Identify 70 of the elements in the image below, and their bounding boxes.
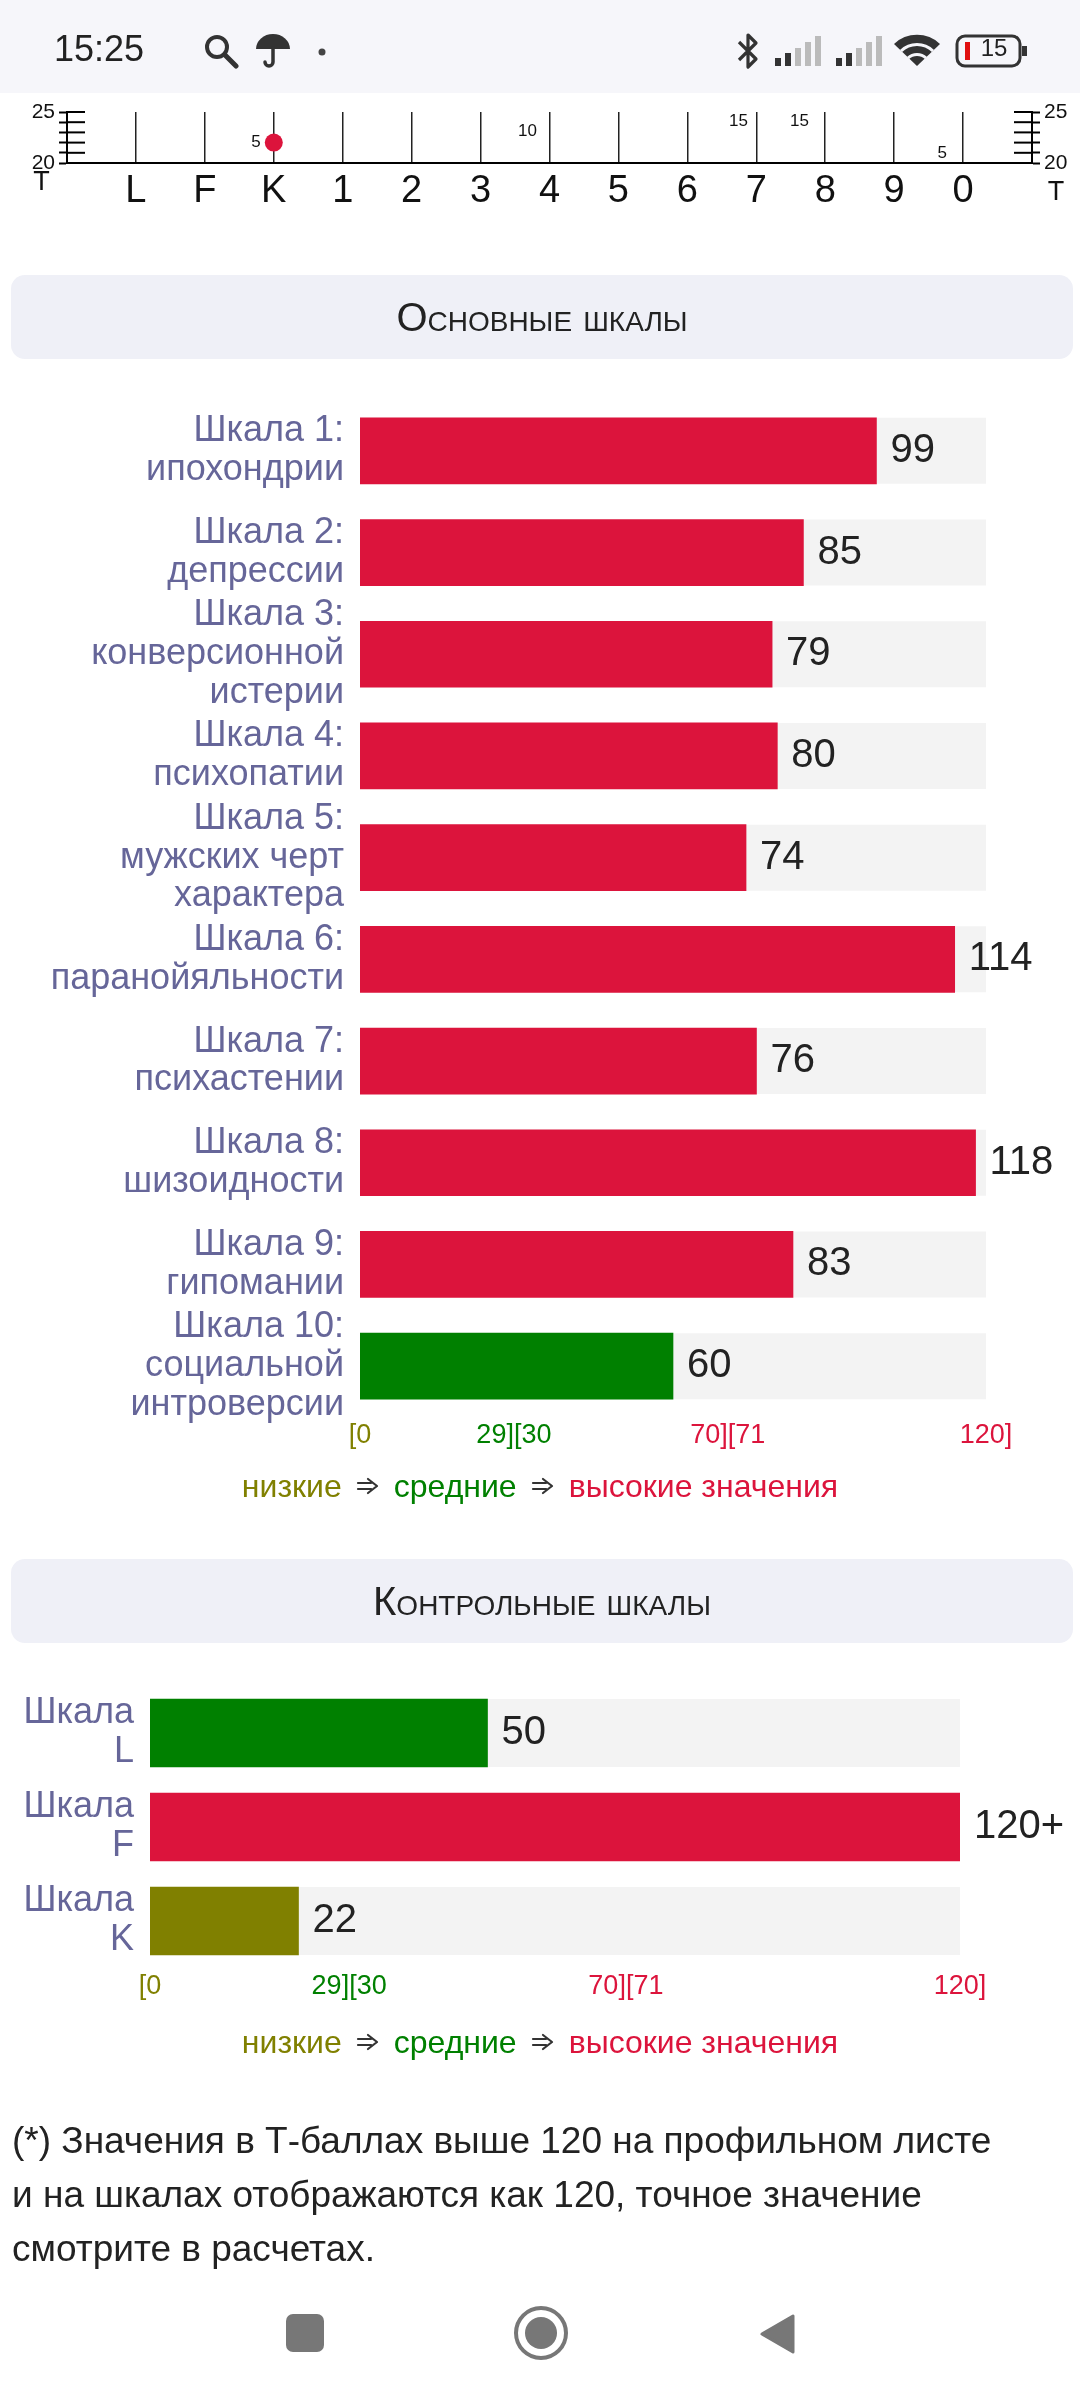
x-tick-label: 7 [745, 168, 767, 211]
y-tick-label: Шкала F [23, 1784, 135, 1865]
text: 15 [979, 34, 1009, 63]
x-tick-label: 120] [959, 1418, 1013, 1449]
data-label: 60 [687, 1341, 732, 1386]
data-label: 114 [968, 934, 1033, 979]
x-tick-label: 120] [933, 1969, 987, 2000]
data-label: 50 [501, 1708, 546, 1753]
y-tick-label: Шкала 4: психопатии [153, 713, 344, 794]
data-label: 99 [890, 425, 935, 470]
data-label: 83 [806, 1239, 852, 1284]
x-tick-label: K [261, 168, 287, 211]
x-tick-label: 70][71 [588, 1969, 664, 2000]
y-tick-label: 25 [31, 98, 55, 122]
x-tick-label: 0 [952, 168, 974, 211]
y-tick-label: Шкала 9: гипомании [166, 1221, 344, 1302]
data-label: 76 [770, 1036, 815, 1081]
x-tick-label: 2 [401, 168, 423, 211]
annotation: 5 [251, 132, 261, 152]
data-label: 118 [989, 1137, 1054, 1182]
x-tick-label: 1 [332, 168, 354, 211]
x-tick-label: 29][30 [476, 1418, 552, 1449]
x-tick-label: 70][71 [690, 1418, 766, 1449]
y-tick-label: Шкала 6: паранойяльности [50, 916, 344, 997]
data-label: 85 [817, 527, 862, 572]
y-tick-label: Шкала 2: депрессии [167, 510, 344, 590]
legend-label: низкие [241, 1467, 342, 1505]
data-label: 120+ [974, 1802, 1065, 1847]
y2-tick-label: 20 [1044, 149, 1068, 173]
y2-axis-title: T [1047, 176, 1065, 207]
x-tick-label: [0 [348, 1418, 372, 1449]
x-tick-label: 5 [607, 168, 629, 211]
x-tick-label: 4 [538, 168, 561, 211]
annotation: 15 [790, 110, 809, 130]
y-tick-label: Шкала 8: шизоидности [123, 1120, 344, 1201]
text: высокие значения [568, 2023, 839, 2061]
x-tick-label: 29][30 [311, 1969, 387, 2000]
bar [360, 1129, 976, 1197]
y-tick-label: Шкала L [23, 1690, 135, 1771]
text: низкие [241, 2023, 342, 2061]
chart-title: Основные шкалы [396, 294, 688, 340]
y-tick-label: Шкала 5: мужских черт характера [120, 795, 345, 915]
x-tick-label: F [193, 168, 217, 211]
chart-title: Контрольные шкалы [373, 1578, 711, 1624]
y-tick-label: Шкала 7: психастении [134, 1018, 344, 1099]
text: средние [393, 1467, 517, 1505]
y2-tick-label: 25 [1044, 98, 1068, 122]
x-tick-label: L [125, 168, 147, 211]
x-tick-label: 8 [814, 168, 836, 211]
data-label: 22 [312, 1896, 357, 1941]
y-tick-label: Шкала 10: социальной интроверсии [130, 1304, 344, 1423]
text: средние [393, 2023, 517, 2061]
y-tick-label: Шкала 1: ипохондрии [146, 408, 344, 489]
x-tick-label: 3 [470, 168, 492, 211]
text: 15:25 [54, 28, 145, 71]
data-label: 80 [791, 730, 836, 775]
text: (*) Значения в Т-баллах выше 120 на профильном листе и на шкалах отображаются как 120, точное значение смотрите в расчетах. [12, 2119, 993, 2271]
title-background: Основные шкалы [11, 275, 1073, 359]
x-tick-label: 9 [883, 168, 905, 211]
annotation: 10 [518, 120, 537, 140]
annotation: 15 [729, 110, 748, 130]
x-tick-label: [0 [138, 1969, 162, 2000]
text: высокие значения [568, 1467, 839, 1505]
annotation: 5 [937, 142, 947, 162]
data-label: 74 [760, 832, 805, 877]
x-tick-label: 6 [676, 168, 698, 211]
y-tick-label: Шкала K [23, 1878, 135, 1959]
y-tick-label: Шкала 3: конверсионной истерии [91, 592, 344, 712]
title-background: Контрольные шкалы [11, 1559, 1073, 1643]
data-label: 79 [786, 629, 831, 674]
